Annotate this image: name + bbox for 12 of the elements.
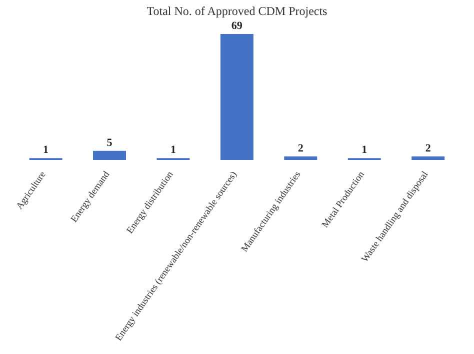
data-label: 5: [106, 136, 113, 149]
data-label: 2: [298, 142, 304, 154]
chart-title: Total No. of Approved CDM Projects: [146, 4, 328, 19]
bar: [220, 34, 254, 160]
bar: [93, 150, 126, 160]
bar: [412, 156, 445, 160]
bar: [284, 156, 318, 160]
data-label: 1: [43, 144, 49, 156]
data-label: 2: [425, 142, 432, 154]
data-label: 1: [362, 144, 368, 156]
data-label: 1: [170, 144, 176, 156]
data-label: 69: [231, 20, 243, 32]
